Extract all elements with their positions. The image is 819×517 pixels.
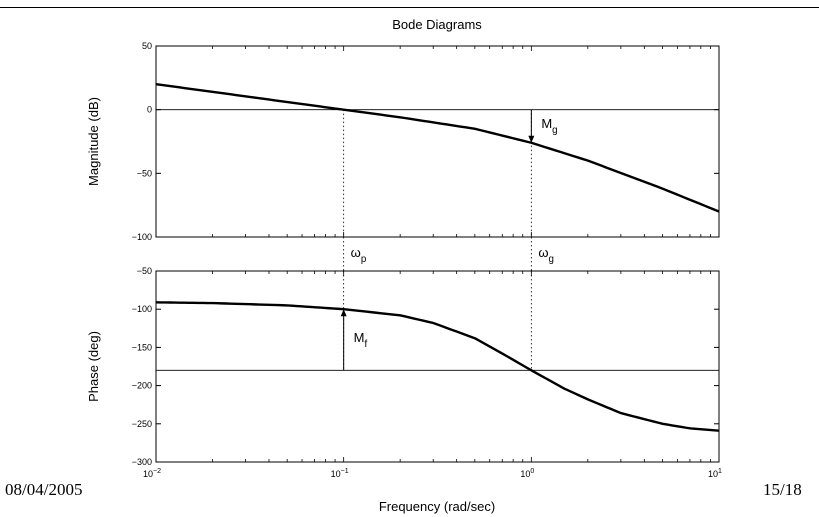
x-tick-label: 100: [520, 468, 534, 479]
y-tick-label: 0: [147, 105, 152, 115]
omega-p-label: ωp: [351, 245, 367, 265]
phase-plot-frame: [155, 270, 720, 463]
y-tick-label: −50: [137, 168, 152, 178]
phase-series-line: [155, 301, 720, 432]
magnitude-series-line: [155, 83, 720, 213]
footer-page-number: 15/18: [763, 480, 802, 499]
x-tick-label: 101: [708, 468, 722, 479]
y-tick-label: −100: [132, 232, 152, 242]
y-tick-label: −250: [132, 419, 152, 429]
margin-arrow-head: [340, 309, 347, 317]
omega-g-label: ωg: [538, 245, 554, 265]
y-tick-label: −200: [132, 381, 152, 391]
phase-panel: −50 −100 −150 −200 −250 −300 Phase (deg): [86, 266, 720, 467]
margin-f-label: Mf: [354, 330, 368, 350]
x-axis-label: Frequency (rad/sec): [379, 499, 495, 514]
y-tick-label: −300: [132, 457, 152, 467]
x-tick-label: 10−2: [143, 468, 161, 479]
magnitude-plot-frame: [155, 45, 720, 238]
chart-title: Bode Diagrams: [392, 17, 482, 32]
x-tick-label: 10−1: [331, 468, 349, 479]
y-tick-label: −100: [132, 304, 152, 314]
phase-y-axis-label: Phase (deg): [86, 331, 101, 402]
margin-arrow-head: [528, 135, 535, 143]
y-tick-label: −150: [132, 342, 152, 352]
y-tick-label: 50: [142, 41, 152, 51]
margin-g-label: Mg: [541, 116, 557, 136]
header-rule: [0, 7, 819, 8]
y-tick-label: −50: [137, 266, 152, 276]
magnitude-panel: 50 0 −50 −100 Magnitude (dB): [86, 41, 720, 242]
magnitude-y-axis-label: Magnitude (dB): [86, 97, 101, 186]
footer-date: 08/04/2005: [5, 480, 83, 499]
